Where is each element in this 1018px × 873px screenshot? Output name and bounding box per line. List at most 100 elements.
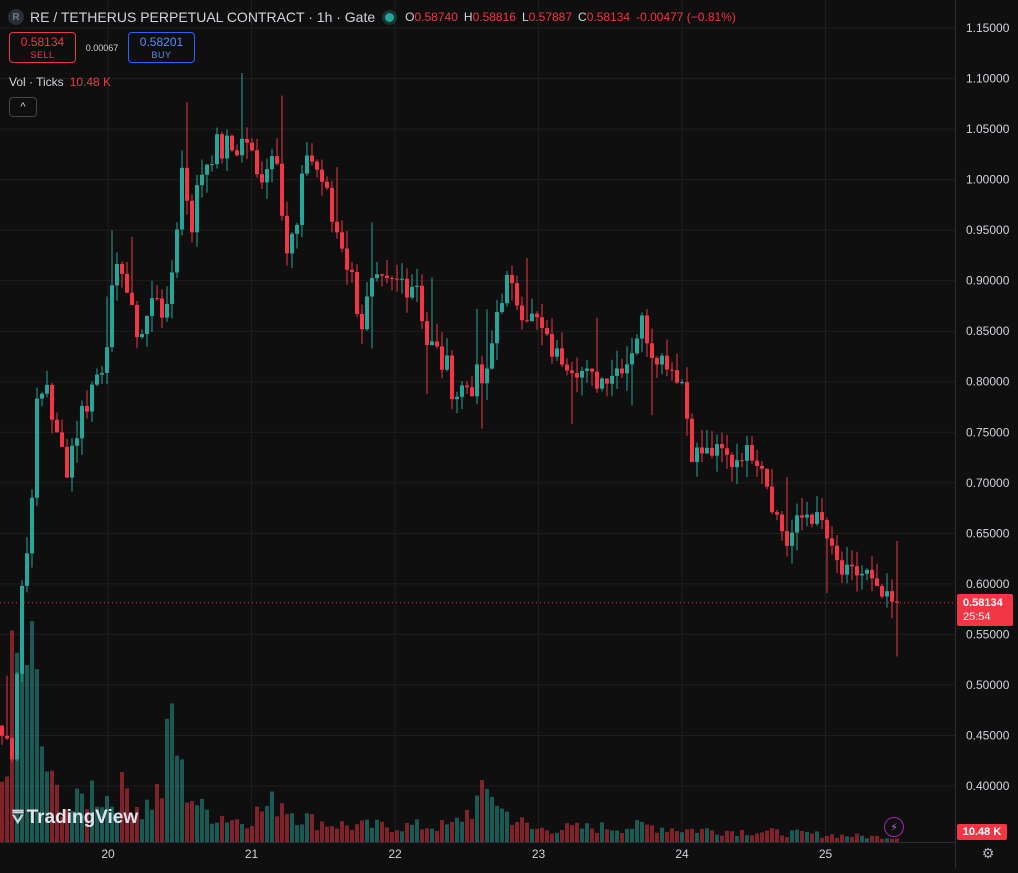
volume-bar: [150, 809, 154, 842]
candle: [5, 675, 9, 740]
candle-body: [755, 460, 759, 466]
market-status-icon[interactable]: [385, 12, 395, 22]
candle-body: [480, 364, 484, 384]
candle: [190, 194, 194, 243]
candle-body: [585, 368, 589, 371]
candle: [270, 148, 274, 183]
candle-body: [405, 278, 409, 298]
volume-bar: [180, 759, 184, 842]
volume-bar: [380, 821, 384, 842]
candle: [730, 452, 734, 482]
volume-bar: [440, 820, 444, 842]
sell-price: 0.58134: [20, 35, 65, 49]
candle-body: [400, 278, 404, 280]
volume-bar: [530, 828, 534, 842]
candle-body: [380, 274, 384, 276]
candle: [45, 370, 49, 398]
volume-bar: [445, 824, 449, 842]
volume-bar: [685, 829, 689, 842]
candle-body: [455, 396, 459, 400]
volume-bar: [350, 829, 354, 842]
candle-body: [395, 278, 399, 280]
candle: [305, 142, 309, 177]
candle-body: [290, 233, 294, 254]
candle: [605, 378, 609, 397]
symbol-title[interactable]: RE / TETHERUS PERPETUAL CONTRACT · 1h · …: [30, 9, 376, 25]
candle-body: [510, 274, 514, 284]
volume-bar: [675, 831, 679, 842]
candle-body: [715, 444, 719, 456]
candle-body: [725, 448, 729, 455]
volume-bar: [115, 815, 119, 842]
volume-bar: [210, 823, 214, 842]
tradingview-logo[interactable]: ⩢ TradingView: [12, 807, 138, 829]
y-tick-label: 0.40000: [966, 779, 1010, 793]
candle: [460, 381, 464, 410]
volume-bar: [885, 838, 889, 842]
volume-bar: [690, 828, 694, 842]
candle-body: [555, 348, 559, 357]
candle: [65, 438, 69, 478]
candle: [865, 568, 869, 581]
flash-icon[interactable]: ⚡: [884, 817, 904, 837]
candle: [680, 379, 684, 385]
volume-bar: [865, 838, 869, 842]
candle-body: [590, 368, 594, 372]
candle-body: [895, 601, 899, 603]
candle-body: [60, 432, 64, 447]
volume-bar: [125, 788, 129, 842]
y-tick-label: 0.90000: [966, 274, 1010, 288]
candle: [485, 309, 489, 400]
volume-bar: [850, 836, 854, 842]
volume-bar: [35, 669, 39, 842]
volume-bar: [405, 822, 409, 842]
candle-body: [890, 591, 894, 602]
y-tick-label: 0.65000: [966, 526, 1010, 540]
candle-body: [650, 343, 654, 358]
candle: [840, 551, 844, 584]
collapse-legend-button[interactable]: ^: [9, 97, 37, 117]
candle-body: [790, 532, 794, 546]
candle-body: [125, 273, 129, 293]
candle: [540, 303, 544, 346]
buy-button[interactable]: 0.58201 BUY: [128, 32, 195, 63]
candles: [0, 73, 899, 762]
candle-body: [130, 292, 134, 305]
candle: [0, 724, 4, 745]
candle: [300, 165, 304, 238]
candle-body: [235, 150, 239, 156]
candle-body: [150, 298, 154, 316]
candle-body: [815, 512, 819, 524]
candle-body: [50, 384, 54, 420]
candle-body: [795, 515, 799, 533]
tradingview-logo-text: TradingView: [26, 807, 139, 828]
candle-body: [310, 155, 314, 162]
candle-body: [475, 364, 479, 397]
candle: [670, 361, 674, 381]
volume-bar: [230, 820, 234, 842]
volume-bar: [130, 815, 134, 842]
volume-bar: [800, 830, 804, 842]
y-tick-label: 1.10000: [966, 72, 1010, 86]
candle: [835, 535, 839, 574]
candle-body: [360, 313, 364, 330]
candle: [890, 579, 894, 619]
candle-body: [175, 229, 179, 273]
candle: [340, 220, 344, 253]
candle: [745, 435, 749, 477]
gear-icon[interactable]: ⚙: [981, 844, 995, 861]
candle-body: [110, 285, 114, 348]
candle: [15, 671, 19, 762]
candle: [885, 573, 889, 608]
trade-buttons: 0.58134 SELL 0.00067 0.58201 BUY: [9, 32, 195, 63]
symbol-logo-icon[interactable]: R: [8, 9, 24, 25]
candle-body: [385, 275, 389, 279]
candle: [725, 434, 729, 469]
candle-body: [730, 454, 734, 468]
candle-body: [220, 134, 224, 159]
sell-button[interactable]: 0.58134 SELL: [9, 32, 76, 63]
candle: [35, 387, 39, 507]
volume-legend[interactable]: Vol · Ticks 10.48 K: [9, 75, 111, 89]
